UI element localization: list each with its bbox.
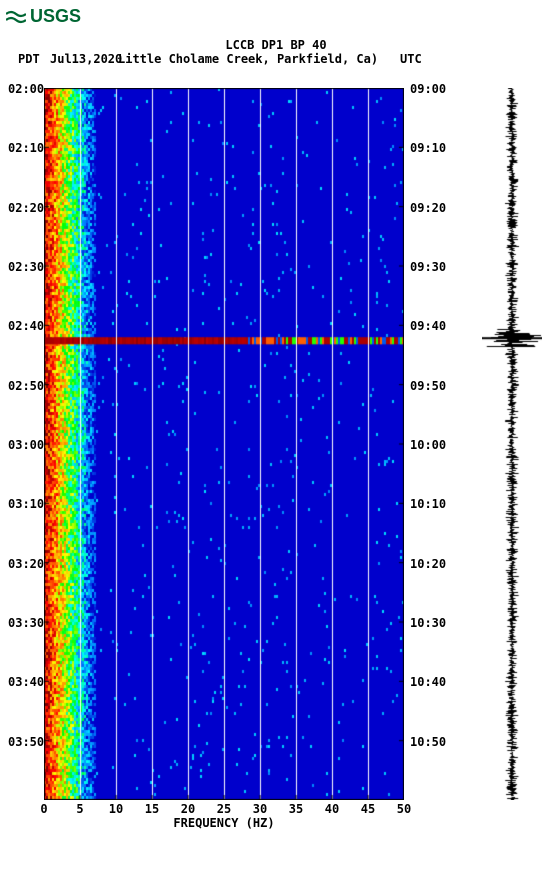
ytick-right: 10:20 [410, 557, 446, 571]
ytick-left: 03:00 [8, 438, 44, 452]
xtick: 10 [109, 802, 123, 816]
ytick-left: 03:30 [8, 616, 44, 630]
ytick-left: 02:10 [8, 141, 44, 155]
chart-title: LCCB DP1 BP 40 [0, 38, 552, 52]
xtick: 20 [181, 802, 195, 816]
ytick-right: 10:10 [410, 497, 446, 511]
ytick-left: 02:50 [8, 379, 44, 393]
ytick-left: 02:20 [8, 201, 44, 215]
ytick-right: 09:50 [410, 379, 446, 393]
ytick-right: 09:10 [410, 141, 446, 155]
left-timezone: PDT [18, 52, 40, 66]
xtick: 25 [217, 802, 231, 816]
xtick: 15 [145, 802, 159, 816]
ytick-right: 09:20 [410, 201, 446, 215]
ytick-left: 02:00 [8, 82, 44, 96]
waveform-trace [482, 88, 542, 800]
x-axis-label: FREQUENCY (HZ) [44, 816, 404, 830]
usgs-waves-icon [6, 8, 26, 26]
station-subtitle: Little Cholame Creek, Parkfield, Ca) [118, 52, 378, 66]
xtick: 35 [289, 802, 303, 816]
xtick: 0 [40, 802, 47, 816]
ytick-left: 03:50 [8, 735, 44, 749]
xtick: 50 [397, 802, 411, 816]
ytick-right: 09:00 [410, 82, 446, 96]
ytick-left: 03:10 [8, 497, 44, 511]
ytick-right: 10:40 [410, 675, 446, 689]
ytick-left: 03:40 [8, 675, 44, 689]
ytick-right: 10:50 [410, 735, 446, 749]
ytick-left: 02:30 [8, 260, 44, 274]
right-timezone: UTC [400, 52, 422, 66]
ytick-left: 03:20 [8, 557, 44, 571]
date-label: Jul13,2020 [50, 52, 122, 66]
ytick-right: 09:40 [410, 319, 446, 333]
xtick: 5 [76, 802, 83, 816]
usgs-logo-text: USGS [30, 6, 81, 27]
xtick: 40 [325, 802, 339, 816]
usgs-logo: USGS [6, 6, 81, 27]
ytick-left: 02:40 [8, 319, 44, 333]
ytick-right: 10:00 [410, 438, 446, 452]
ytick-right: 09:30 [410, 260, 446, 274]
xtick: 45 [361, 802, 375, 816]
ytick-right: 10:30 [410, 616, 446, 630]
xtick: 30 [253, 802, 267, 816]
spectrogram-plot [44, 88, 404, 800]
